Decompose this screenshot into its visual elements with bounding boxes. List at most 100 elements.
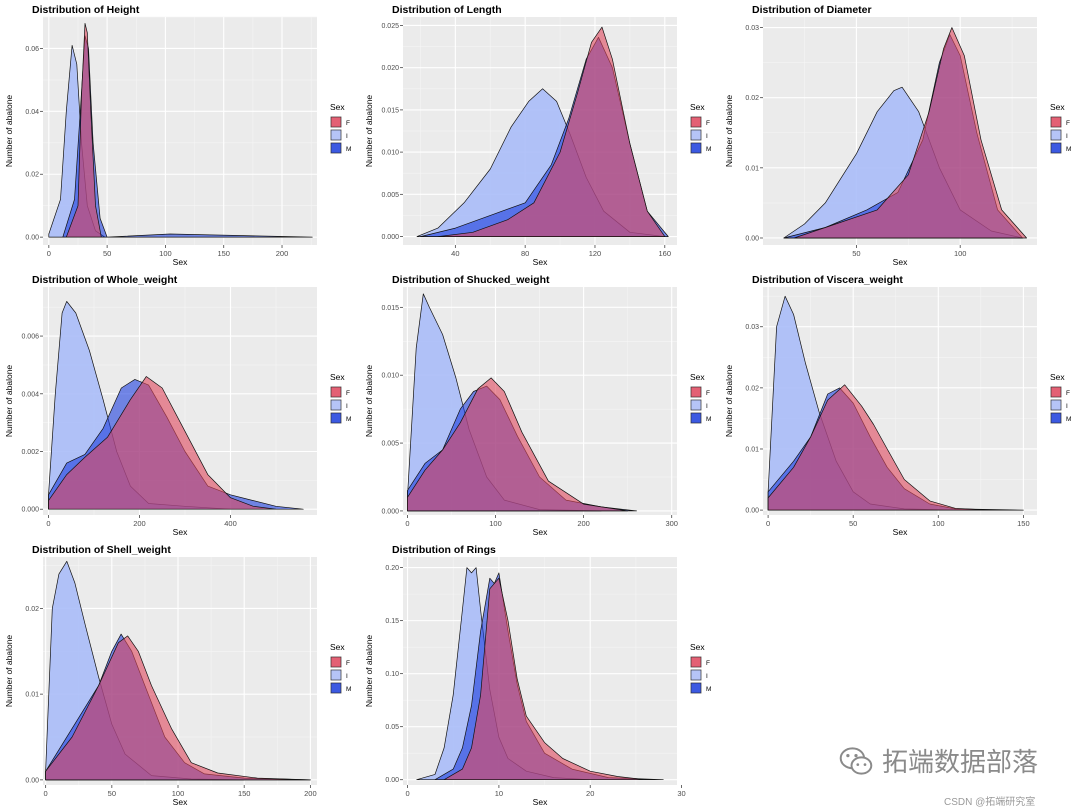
legend-label-M: M — [1066, 146, 1071, 153]
y-tick-label: 0.00 — [25, 777, 39, 784]
legend-swatch-I — [330, 129, 342, 141]
legend-swatch-I — [330, 669, 342, 681]
legend-label-F: F — [706, 390, 710, 397]
legend-swatch-I — [1050, 399, 1062, 411]
legend-swatch-I — [690, 399, 702, 411]
legend-label-I: I — [346, 673, 348, 680]
y-tick-label: 0.015 — [381, 107, 399, 114]
x-axis-title: Sex — [173, 257, 188, 267]
legend-label-M: M — [706, 686, 711, 693]
x-tick-label: 400 — [224, 519, 237, 528]
legend-swatch-F — [330, 656, 342, 668]
y-tick-label: 0.03 — [745, 324, 759, 331]
x-tick-label: 200 — [304, 789, 317, 798]
y-axis-title: Number of abalone — [364, 95, 374, 168]
y-axis-title: Number of abalone — [724, 95, 734, 168]
y-tick-label: 0.020 — [381, 65, 399, 72]
x-axis-title: Sex — [533, 257, 548, 267]
legend-swatch-F — [330, 116, 342, 128]
x-tick-label: 100 — [159, 249, 172, 258]
y-tick-label: 0.010 — [381, 150, 399, 157]
x-tick-label: 300 — [665, 519, 678, 528]
legend-title: Sex — [690, 102, 705, 112]
chart-title: Distribution of Whole_weight — [32, 274, 178, 286]
legend-label-F: F — [1066, 120, 1070, 127]
legend-swatch-I — [330, 399, 342, 411]
y-axis-title: Number of abalone — [364, 635, 374, 708]
x-tick-label: 0 — [405, 789, 409, 798]
legend: Sex FIM — [1050, 102, 1071, 154]
x-axis-title: Sex — [533, 797, 548, 807]
legend: Sex FIM — [330, 372, 351, 424]
density-area-F — [407, 377, 629, 512]
y-tick-label: 0.15 — [385, 618, 399, 625]
x-tick-label: 0 — [766, 519, 770, 528]
x-axis-title: Sex — [893, 257, 908, 267]
chart-panel-6: Distribution of Viscera_weight 0 50 100 150 0… — [724, 274, 1071, 537]
legend: Sex FIM — [330, 642, 351, 694]
y-tick-label: 0.02 — [25, 172, 39, 179]
legend-swatch-I — [1050, 129, 1062, 141]
y-tick-label: 0.06 — [25, 46, 39, 53]
y-axis-title: Number of abalone — [4, 95, 14, 168]
density-area-F — [48, 376, 277, 510]
y-axis-title: Number of abalone — [4, 635, 14, 708]
legend-label-M: M — [346, 686, 351, 693]
legend-swatch-M — [690, 682, 702, 694]
y-tick-label: 0.00 — [745, 235, 759, 242]
x-tick-label: 100 — [489, 519, 502, 528]
legend-title: Sex — [330, 102, 345, 112]
x-tick-label: 100 — [954, 249, 967, 258]
y-axis-title: Number of abalone — [4, 365, 14, 438]
y-tick-label: 0.00 — [25, 235, 39, 242]
x-tick-label: 200 — [577, 519, 590, 528]
y-tick-label: 0.20 — [385, 565, 399, 572]
y-tick-label: 0.000 — [381, 234, 399, 241]
y-tick-label: 0.025 — [381, 23, 399, 30]
legend-label-F: F — [706, 120, 710, 127]
chart-panel-7: Distribution of Shell_weight 0 50 100 150 200… — [4, 544, 351, 807]
legend-label-F: F — [706, 660, 710, 667]
chart-title: Distribution of Height — [32, 4, 140, 16]
x-tick-label: 50 — [103, 249, 111, 258]
x-axis-title: Sex — [533, 527, 548, 537]
y-tick-label: 0.05 — [385, 724, 399, 731]
y-tick-label: 0.005 — [381, 192, 399, 199]
y-tick-label: 0.02 — [25, 606, 39, 613]
density-area-F — [443, 577, 646, 781]
chart-panel-4: Distribution of Whole_weight 0 200 400 0.000… — [4, 274, 351, 537]
y-tick-label: 0.006 — [21, 334, 39, 341]
legend: Sex FIM — [690, 372, 711, 424]
y-tick-label: 0.004 — [21, 391, 39, 398]
x-tick-label: 20 — [586, 789, 594, 798]
y-tick-label: 0.01 — [745, 446, 759, 453]
density-area-F — [793, 27, 1027, 239]
y-axis-title: Number of abalone — [364, 365, 374, 438]
chart-title: Distribution of Shucked_weight — [392, 274, 550, 286]
watermark: 拓端数据部落 — [838, 742, 1038, 779]
chart-title: Distribution of Viscera_weight — [752, 274, 903, 286]
legend-title: Sex — [1050, 102, 1065, 112]
legend-label-I: I — [706, 133, 708, 140]
legend-swatch-F — [1050, 386, 1062, 398]
legend-title: Sex — [1050, 372, 1065, 382]
chart-panel-3: Distribution of Diameter 50 100 0.00 0.01 0.0… — [724, 4, 1071, 267]
y-tick-label: 0.10 — [385, 671, 399, 678]
x-tick-label: 0 — [47, 249, 51, 258]
legend-label-F: F — [346, 390, 350, 397]
x-tick-label: 150 — [217, 249, 230, 258]
legend: Sex FIM — [690, 102, 711, 154]
wechat-icon — [839, 746, 873, 775]
legend-swatch-M — [330, 142, 342, 154]
legend-swatch-I — [690, 669, 702, 681]
x-tick-label: 120 — [589, 249, 602, 258]
legend-label-M: M — [346, 416, 351, 423]
chart-panel-5: Distribution of Shucked_weight 0 100 200 300… — [364, 274, 711, 537]
legend: Sex FIM — [690, 642, 711, 694]
y-tick-label: 0.005 — [381, 441, 399, 448]
x-tick-label: 50 — [849, 519, 857, 528]
csdn-credit: CSDN @拓端研究室 — [944, 797, 1036, 808]
legend-swatch-M — [330, 412, 342, 424]
x-axis-title: Sex — [173, 527, 188, 537]
legend-swatch-M — [690, 142, 702, 154]
